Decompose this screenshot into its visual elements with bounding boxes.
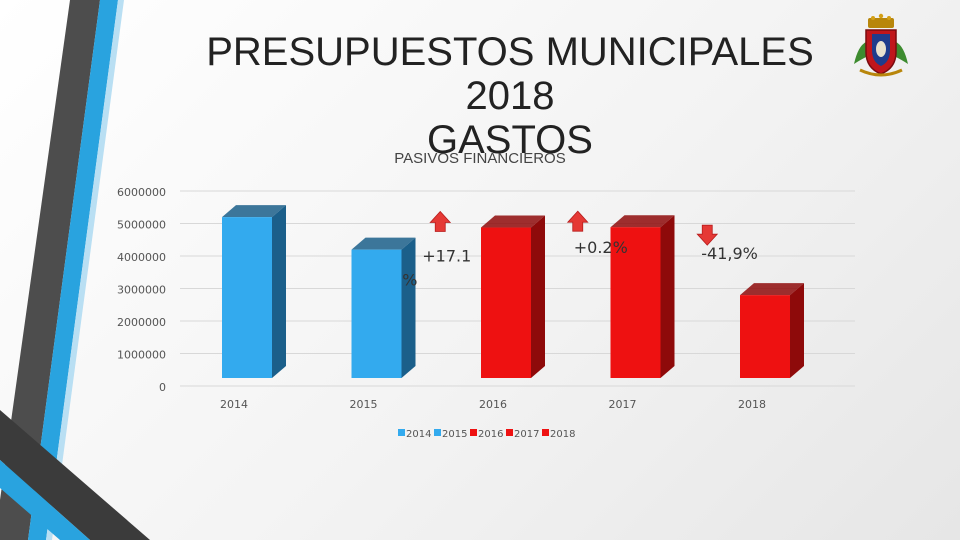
bar-2018 xyxy=(740,295,790,378)
slide-title: PRESUPUESTOS MUNICIPALES 2018 GASTOS xyxy=(170,30,850,162)
legend-swatch xyxy=(470,429,477,436)
arrow-down-icon xyxy=(696,224,719,246)
legend-swatch xyxy=(542,429,549,436)
bar-top-2018 xyxy=(740,283,804,296)
chart-title: PASIVOS FINANCIEROS xyxy=(394,150,566,167)
legend-swatch xyxy=(434,429,441,436)
change-annotation: % xyxy=(402,271,417,290)
legend-entry: 2014 xyxy=(406,429,431,440)
x-tick-label: 2014 xyxy=(220,398,248,411)
change-annotation: +17.1 xyxy=(422,247,471,266)
bar-side-2014 xyxy=(272,205,286,378)
bar-2017 xyxy=(610,227,661,378)
y-tick-label: 3000000 xyxy=(117,284,166,297)
legend-swatch xyxy=(398,429,405,436)
bar-top-2014 xyxy=(222,205,286,218)
legend-entry: 2016 xyxy=(478,429,503,440)
deco-stripe-blue xyxy=(28,0,118,540)
arrow-up-icon xyxy=(566,210,589,232)
deco-stripe-light xyxy=(46,0,124,540)
change-annotation: -41,9% xyxy=(701,244,758,263)
slide-title-line1: PRESUPUESTOS MUNICIPALES 2018 xyxy=(206,30,814,118)
legend-entry: 2017 xyxy=(514,429,539,440)
y-tick-label: 0 xyxy=(159,381,166,394)
x-tick-label: 2015 xyxy=(350,398,378,411)
x-tick-label: 2017 xyxy=(609,398,637,411)
deco-corner-bottom xyxy=(0,410,150,540)
bar-2016 xyxy=(481,227,531,378)
legend-entry: 2015 xyxy=(442,429,467,440)
y-tick-label: 6000000 xyxy=(117,186,166,199)
bar-top-2015 xyxy=(351,237,416,250)
slide-title-line2: GASTOS xyxy=(427,118,593,162)
x-tick-label: 2018 xyxy=(738,398,766,411)
y-tick-label: 2000000 xyxy=(117,316,166,329)
x-tick-label: 2016 xyxy=(479,398,507,411)
bar-side-2018 xyxy=(790,283,804,378)
bar-side-2016 xyxy=(531,215,545,378)
bar-2014 xyxy=(222,217,272,378)
coat-of-arms-icon xyxy=(854,13,908,77)
legend-entry: 2018 xyxy=(550,429,575,440)
arrow-up-icon xyxy=(429,210,452,232)
deco-stripe-dark xyxy=(0,0,100,540)
bar-top-2016 xyxy=(481,215,545,228)
deco-corner-bottom-blue xyxy=(0,460,90,540)
y-tick-label: 4000000 xyxy=(117,251,166,264)
y-tick-label: 5000000 xyxy=(117,219,166,232)
y-tick-label: 1000000 xyxy=(117,349,166,362)
bar-2015 xyxy=(351,249,402,378)
bar-side-2017 xyxy=(660,215,675,378)
legend-swatch xyxy=(506,429,513,436)
bar-top-2017 xyxy=(610,215,675,228)
change-annotation: +0.2% xyxy=(574,238,628,257)
bar-side-2015 xyxy=(401,237,416,378)
